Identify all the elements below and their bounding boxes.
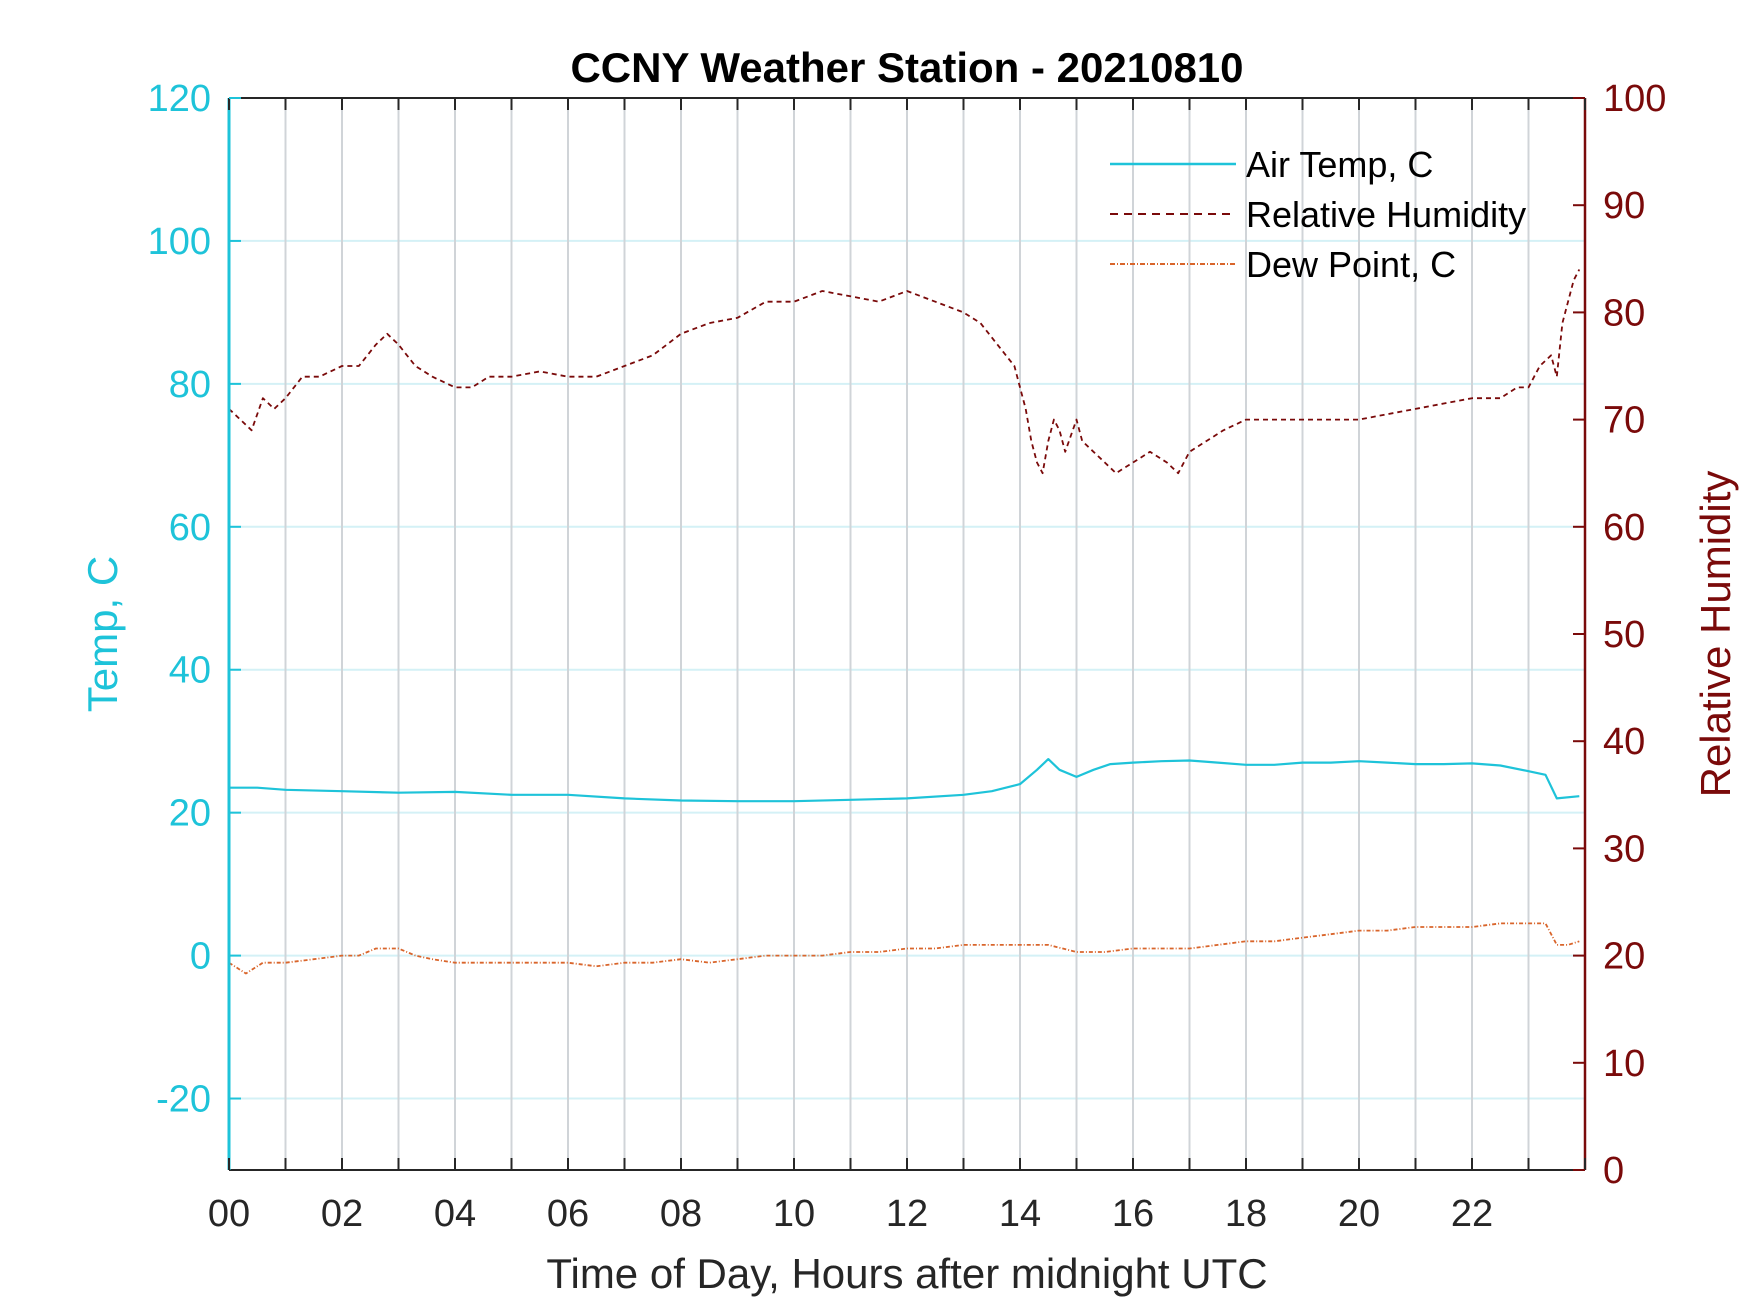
legend-label-dew-point: Dew Point, C: [1246, 244, 1456, 285]
legend: Air Temp, C Relative Humidity Dew Point,…: [1110, 144, 1526, 285]
x-tick-label: 10: [773, 1193, 815, 1235]
y-right-tick-label: 30: [1603, 828, 1645, 870]
x-tick-label: 06: [547, 1193, 589, 1235]
x-tick-label: 00: [208, 1193, 250, 1235]
series-line-dew-point-c: [228, 922, 1580, 975]
axes-layer: [227, 97, 1587, 1171]
series-line-air-temp-c: [229, 758, 1580, 803]
y-left-tick-label: -20: [156, 1079, 211, 1121]
y-axis-label-left: Temp, C: [79, 556, 126, 712]
y-right-tick-label: 80: [1603, 292, 1645, 334]
y-right-tick-label: 70: [1603, 400, 1645, 442]
y-left-tick-label: 80: [169, 364, 211, 406]
x-tick-label: 18: [1225, 1193, 1267, 1235]
y-right-tick-label: 60: [1603, 507, 1645, 549]
x-tick-label: 12: [886, 1193, 928, 1235]
y-axis-label-right: Relative Humidity: [1692, 471, 1739, 798]
x-tick-label: 20: [1338, 1193, 1380, 1235]
x-tick-label: 08: [660, 1193, 702, 1235]
x-axis-label: Time of Day, Hours after midnight UTC: [546, 1250, 1267, 1297]
y-left-tick-label: 120: [148, 78, 211, 120]
y-right-tick-label: 20: [1603, 936, 1645, 978]
x-tick-label: 04: [434, 1193, 476, 1235]
y-right-tick-label: 40: [1603, 721, 1645, 763]
chart-title: CCNY Weather Station - 20210810: [570, 44, 1243, 91]
x-tick-label: 02: [321, 1193, 363, 1235]
y-left-tick-label: 0: [190, 936, 211, 978]
x-tick-label: 16: [1112, 1193, 1154, 1235]
y-left-tick-label: 60: [169, 507, 211, 549]
legend-label-relative-humidity: Relative Humidity: [1246, 194, 1526, 235]
y-left-tick-label: 20: [169, 793, 211, 835]
tick-labels: 00 02 04 06 08 10 12 14 16 18 20 22-200204060801001…: [148, 78, 1667, 1235]
y-left-tick-label: 40: [169, 650, 211, 692]
x-tick-label: 22: [1451, 1193, 1493, 1235]
y-right-tick-label: 90: [1603, 185, 1645, 227]
vertical-gridlines: [284, 98, 1530, 1170]
y-right-tick-label: 0: [1603, 1150, 1624, 1192]
series-line-relative-humidity: [228, 269, 1581, 475]
series-layer: [228, 269, 1581, 975]
x-tick-label: 14: [999, 1193, 1041, 1235]
y-left-tick-label: 100: [148, 221, 211, 263]
y-right-tick-label: 50: [1603, 614, 1645, 656]
y-right-tick-label: 10: [1603, 1043, 1645, 1085]
legend-label-air-temp: Air Temp, C: [1246, 144, 1433, 185]
y-right-tick-label: 100: [1603, 78, 1666, 120]
